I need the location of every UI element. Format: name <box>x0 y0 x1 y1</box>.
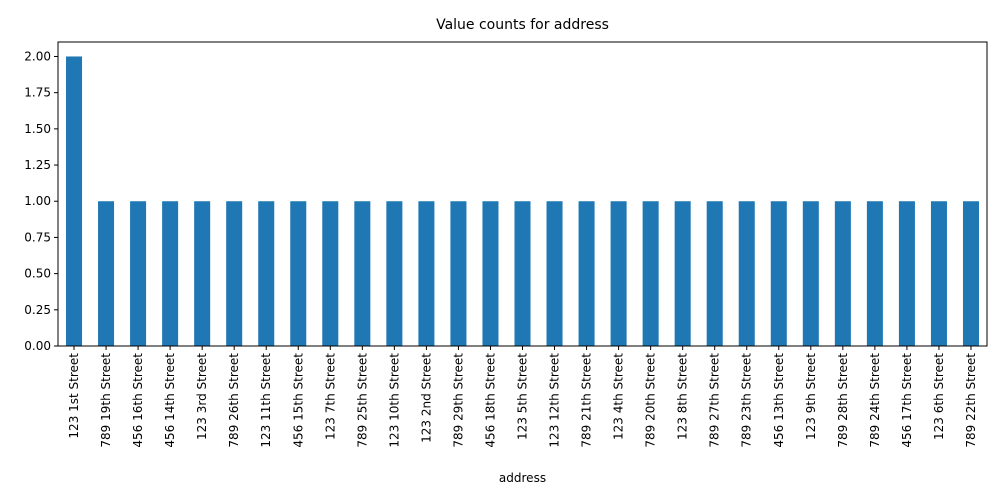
bar <box>866 201 883 346</box>
x-tick-label: 123 7th Street <box>323 353 337 440</box>
bar <box>930 201 947 346</box>
x-tick-label: 456 16th Street <box>131 353 145 448</box>
bar <box>290 201 307 346</box>
x-tick-label: 123 3rd Street <box>195 353 209 440</box>
x-tick-label: 123 2nd Street <box>419 353 433 443</box>
x-tick-label: 789 20th Street <box>644 353 658 448</box>
bar <box>258 201 275 346</box>
x-tick-label: 456 18th Street <box>483 353 497 448</box>
bar <box>194 201 211 346</box>
x-tick-label: 789 21th Street <box>580 353 594 448</box>
x-tick-label: 123 11th Street <box>259 353 273 448</box>
bar <box>546 201 563 346</box>
bar <box>354 201 371 346</box>
y-tick-label: 1.50 <box>24 122 51 136</box>
y-tick-label: 1.00 <box>24 194 51 208</box>
bar <box>322 201 339 346</box>
x-tick-label: 456 14th Street <box>163 353 177 448</box>
bar <box>482 201 499 346</box>
bar <box>98 201 115 346</box>
x-tick-label: 789 19th Street <box>99 353 113 448</box>
x-tick-label: 123 9th Street <box>804 353 818 440</box>
bar <box>674 201 691 346</box>
x-tick-label: 789 27th Street <box>708 353 722 448</box>
bar <box>162 201 179 346</box>
y-tick-label: 1.75 <box>24 86 51 100</box>
x-tick-label: 789 28th Street <box>836 353 850 448</box>
bar <box>834 201 851 346</box>
x-tick-label: 789 23th Street <box>740 353 754 448</box>
y-tick-label: 0.50 <box>24 267 51 281</box>
plot-frame <box>57 41 988 347</box>
bar <box>962 201 979 346</box>
bar <box>130 201 147 346</box>
x-tick-label: 789 29th Street <box>451 353 465 448</box>
y-tick-label: 2.00 <box>24 49 51 63</box>
x-tick-label: 123 12th Street <box>548 353 562 448</box>
bar <box>610 201 627 346</box>
x-tick-label: 789 24th Street <box>868 353 882 448</box>
x-tick-label: 456 13th Street <box>772 353 786 448</box>
bar <box>770 201 787 346</box>
bar <box>386 201 403 346</box>
x-tick-label: 123 5th Street <box>516 353 530 440</box>
bars-group <box>66 56 979 346</box>
x-tick-label: 123 1st Street <box>67 353 81 439</box>
x-tick-label: 123 6th Street <box>932 353 946 440</box>
x-axis: 123 1st Street 789 19th Street 456 16th St… <box>67 346 978 448</box>
x-tick-label: 456 17th Street <box>900 353 914 448</box>
y-tick-label: 0.00 <box>24 339 51 353</box>
bar <box>514 201 531 346</box>
bar <box>450 201 467 346</box>
x-tick-label: 789 25th Street <box>355 353 369 448</box>
bar <box>642 201 659 346</box>
y-tick-label: 0.75 <box>24 230 51 244</box>
bar <box>802 201 819 346</box>
bar <box>898 201 915 346</box>
x-tick-label: 789 22th Street <box>964 353 978 448</box>
bar <box>706 201 723 346</box>
x-axis-label: address <box>499 471 546 485</box>
x-tick-label: 123 10th Street <box>387 353 401 448</box>
x-tick-label: 123 4th Street <box>612 353 626 440</box>
bar <box>738 201 755 346</box>
bar <box>66 56 83 346</box>
bar <box>418 201 435 346</box>
x-tick-label: 123 8th Street <box>676 353 690 440</box>
bar <box>578 201 595 346</box>
x-tick-label: 789 26th Street <box>227 353 241 448</box>
y-tick-label: 1.25 <box>24 158 51 172</box>
chart-title: Value counts for address <box>436 17 609 33</box>
y-axis: 0.00 0.25 0.50 0.75 1.00 1.25 1.50 1.75 2.00 <box>24 49 58 353</box>
bar <box>226 201 243 346</box>
x-tick-label: 456 15th Street <box>291 353 305 448</box>
y-tick-label: 0.25 <box>24 303 51 317</box>
